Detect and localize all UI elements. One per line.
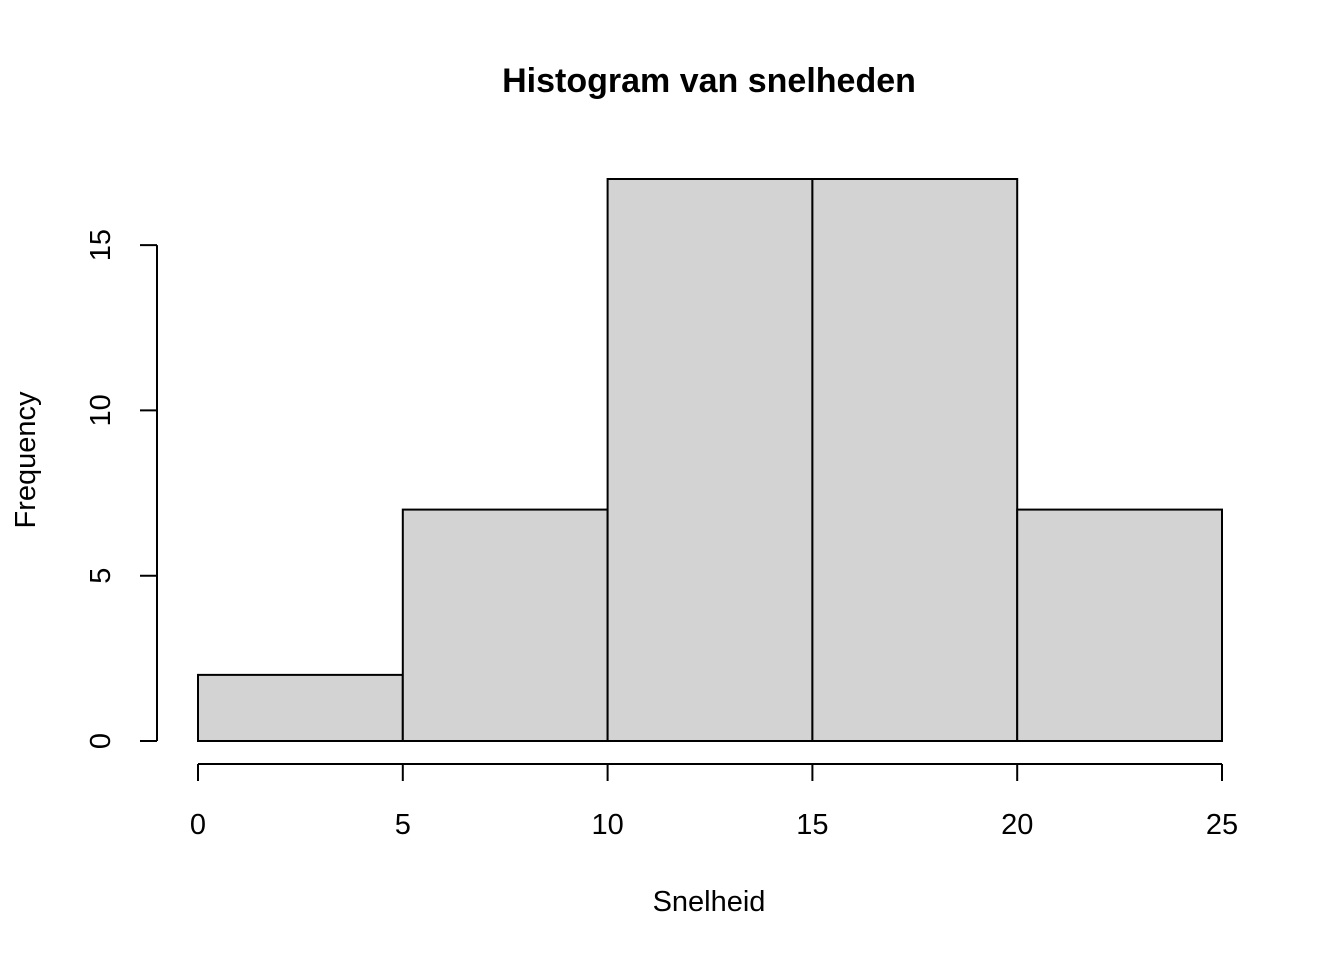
y-tick-label-2: 10 bbox=[85, 394, 117, 426]
y-tick-label-3: 15 bbox=[85, 229, 117, 261]
histogram-bar-0 bbox=[197, 673, 404, 742]
x-axis: 0 5 10 15 20 25 bbox=[190, 763, 1238, 841]
x-tick-label-5: 25 bbox=[1206, 809, 1238, 841]
histogram-bar-3 bbox=[811, 178, 1019, 742]
y-tick-label-0: 0 bbox=[85, 733, 117, 749]
histogram-bar-1 bbox=[401, 508, 609, 742]
histogram-bar-4 bbox=[1016, 508, 1224, 742]
x-tick-label-4: 20 bbox=[1001, 809, 1033, 841]
y-tick-label-1: 5 bbox=[85, 568, 117, 584]
y-axis: 0 5 10 15 bbox=[85, 229, 158, 749]
x-tick-label-2: 10 bbox=[591, 809, 623, 841]
bars-group bbox=[197, 178, 1224, 742]
x-tick-label-0: 0 bbox=[190, 809, 206, 841]
x-axis-label: Snelheid bbox=[653, 886, 766, 918]
chart-title: Histogram van snelheden bbox=[502, 62, 916, 100]
histogram-bar-2 bbox=[606, 178, 814, 742]
y-axis-label: Frequency bbox=[10, 391, 42, 529]
x-tick-label-3: 15 bbox=[796, 809, 828, 841]
x-tick-label-1: 5 bbox=[395, 809, 411, 841]
